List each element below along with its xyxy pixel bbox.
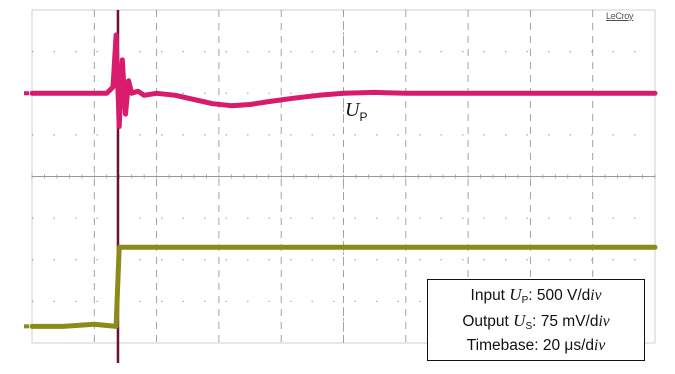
output-symbol: U <box>513 310 526 330</box>
output-setting: Output US: 75 mV/div <box>462 311 609 332</box>
output-subscript: S <box>525 320 533 332</box>
channel-marker-2 <box>24 324 29 329</box>
settings-legend-box: Input UP: 500 V/div Output US: 75 mV/div… <box>427 279 645 361</box>
annotation-symbol: U <box>345 99 360 121</box>
output-unit: iv <box>598 312 610 330</box>
input-setting: Input UP: 500 V/div <box>471 285 602 306</box>
instrument-brand: LeCroy <box>606 11 634 21</box>
output-value: : 75 mV/d <box>532 312 599 330</box>
input-prefix: Input <box>470 287 510 305</box>
input-unit: iv <box>590 287 602 305</box>
input-symbol: U <box>509 285 522 305</box>
timebase-setting: Timebase: 20 μs/div <box>467 337 605 355</box>
traces <box>24 10 658 363</box>
trace-annotation-up: UP <box>345 99 367 124</box>
annotation-subscript: P <box>359 110 368 124</box>
timebase-prefix: Timebase: 20 μs/d <box>466 336 595 354</box>
trace-line-2 <box>29 244 658 329</box>
input-value: : 500 V/d <box>528 287 591 305</box>
timebase-unit: iv <box>594 336 606 354</box>
trace-line-1 <box>29 32 658 129</box>
input-subscript: P <box>521 295 529 307</box>
output-prefix: Output <box>462 312 514 330</box>
channel-marker-1 <box>24 91 29 96</box>
